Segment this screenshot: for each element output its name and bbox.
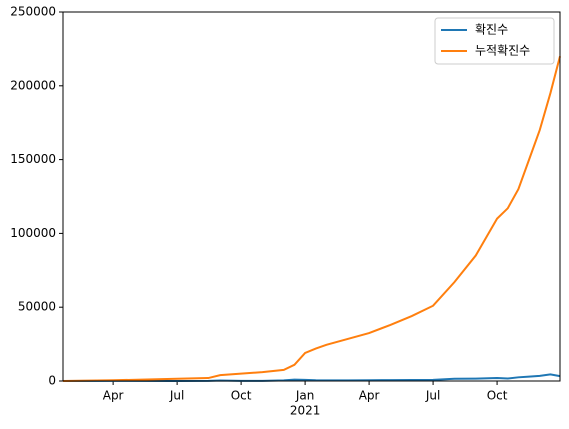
legend-label: 누적확진수 — [475, 44, 530, 58]
y-tick-label: 100000 — [10, 226, 56, 240]
x-tick-label: Oct — [231, 389, 252, 403]
x-tick-label: Jul — [425, 389, 440, 403]
y-tick-label: 150000 — [10, 152, 56, 166]
y-tick-label: 0 — [48, 374, 56, 388]
series-line — [62, 56, 561, 382]
x-tick-label: Apr — [103, 389, 124, 403]
x-tick-label: Oct — [487, 389, 508, 403]
y-tick-label: 200000 — [10, 78, 56, 92]
plot-frame — [62, 11, 561, 382]
x-tick-label: Jul — [169, 389, 184, 403]
legend-label: 확진수 — [475, 23, 508, 37]
y-tick-label: 50000 — [18, 300, 56, 314]
x-tick-label: Jan — [295, 389, 315, 403]
x-tick-label: Apr — [359, 389, 380, 403]
x-tick-year: 2021 — [290, 404, 321, 418]
y-tick-label: 250000 — [10, 5, 56, 19]
